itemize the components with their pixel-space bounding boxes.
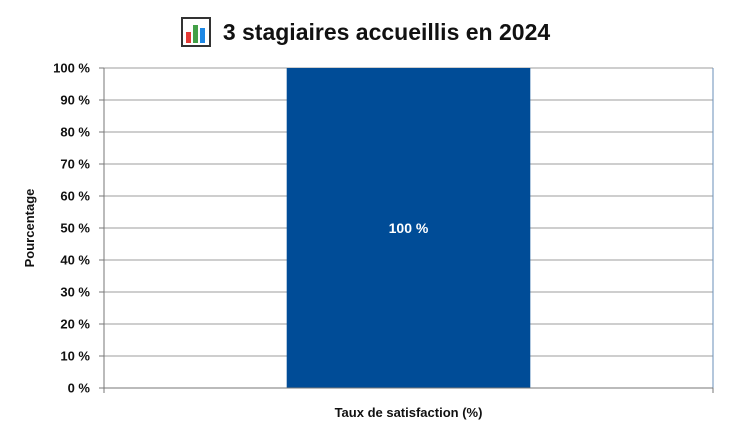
y-tick-label: 90 % xyxy=(60,93,90,108)
y-tick-label: 0 % xyxy=(68,381,91,396)
y-tick-label: 80 % xyxy=(60,125,90,140)
y-tick-label: 40 % xyxy=(60,253,90,268)
bars xyxy=(286,68,531,388)
chart-title-row: 3 stagiaires accueillis en 2024 xyxy=(0,14,731,50)
y-axis-label: Pourcentage xyxy=(22,189,37,268)
y-tick-label: 50 % xyxy=(60,221,90,236)
bar-data-label: 100 % xyxy=(389,220,429,236)
bar-chart-icon xyxy=(180,17,211,47)
y-tick-label: 60 % xyxy=(60,189,90,204)
y-tick-label: 100 % xyxy=(53,61,90,76)
bar xyxy=(286,68,531,388)
y-tick-label: 10 % xyxy=(60,349,90,364)
y-tick-label: 20 % xyxy=(60,317,90,332)
y-tick-label: 70 % xyxy=(60,157,90,172)
x-axis-label: Taux de satisfaction (%) xyxy=(335,405,483,420)
chart-title: 3 stagiaires accueillis en 2024 xyxy=(222,18,551,45)
axes xyxy=(99,67,714,393)
y-tick-label: 30 % xyxy=(60,285,90,300)
labels: 0 % 10 % 20 % 30 % 40 % 50 % 60 % 70 % 80 % 90 % 1… xyxy=(22,61,482,421)
